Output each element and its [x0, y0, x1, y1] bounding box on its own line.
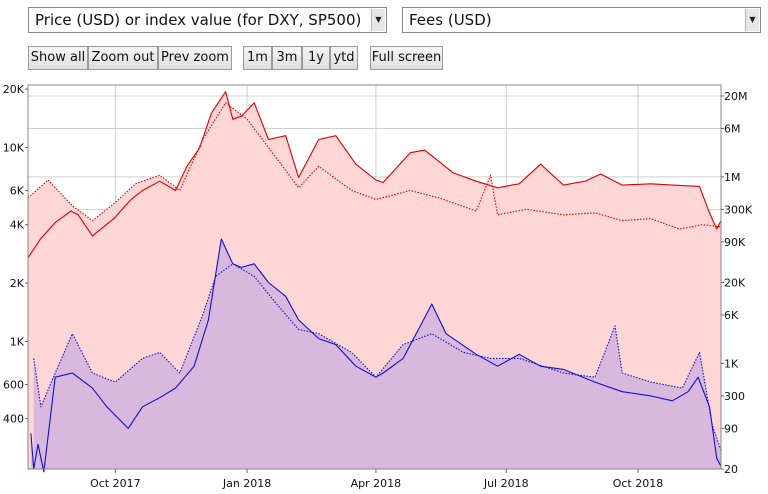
x-axis-tick-label: Oct 2017 — [90, 477, 141, 490]
right-axis-tick-label: 1K — [724, 357, 739, 370]
right-axis-tick-label: 20 — [724, 463, 738, 476]
prev-zoom-button[interactable]: Prev zoom — [158, 46, 232, 70]
metric-select-right-value: Fees (USD) — [409, 11, 492, 29]
series-line-fees-a — [30, 238, 722, 473]
left-axis-tick-label: 4K — [10, 219, 25, 232]
full-screen-button[interactable]: Full screen — [370, 46, 443, 70]
left-axis-tick-label: 2K — [10, 277, 25, 290]
right-axis-tick-label: 6K — [724, 309, 739, 322]
range-1y-button[interactable]: 1y — [302, 46, 330, 70]
left-axis-tick-label: 10K — [3, 141, 25, 154]
zoom-out-button[interactable]: Zoom out — [88, 46, 158, 70]
x-axis-tick-label: Jul 2018 — [483, 477, 529, 490]
metric-select-left-value: Price (USD) or index value (for DXY, SP5… — [35, 11, 362, 29]
range-1m-button[interactable]: 1m — [243, 46, 272, 70]
range-3m-button[interactable]: 3m — [272, 46, 302, 70]
right-axis-tick-label: 20K — [724, 276, 746, 289]
right-axis-tick-label: 20M — [724, 90, 748, 103]
left-axis-tick-label: 600 — [3, 378, 24, 391]
plot-border — [27, 84, 722, 470]
chevron-down-icon: ▼ — [745, 9, 759, 31]
right-axis-tick-label: 300 — [724, 390, 745, 403]
series-line-fees-b — [33, 263, 722, 451]
series-line-price-a — [27, 91, 722, 259]
left-axis-tick-label: 400 — [3, 413, 24, 426]
right-axis-tick-label: 6M — [724, 122, 741, 135]
left-axis-tick-label: 6K — [10, 185, 25, 198]
metric-select-right[interactable]: Fees (USD) ▼ — [402, 7, 761, 33]
fees-area-fill — [30, 239, 721, 472]
left-axis-tick-label: 1K — [10, 335, 25, 348]
x-axis-tick-label: Oct 2018 — [613, 477, 664, 490]
right-axis-tick-label: 90 — [724, 422, 738, 435]
right-axis-tick-label: 1M — [724, 171, 741, 184]
range-ytd-button[interactable]: ytd — [330, 46, 358, 70]
right-axis-tick-label: 300K — [724, 203, 753, 216]
right-axis-tick-label: 90K — [724, 236, 746, 249]
x-axis-tick-label: Jan 2018 — [222, 477, 271, 490]
metric-select-left[interactable]: Price (USD) or index value (for DXY, SP5… — [28, 7, 387, 33]
series-line-price-b — [27, 102, 722, 230]
chevron-down-icon: ▼ — [371, 9, 385, 31]
left-axis-tick-label: 20K — [3, 83, 25, 96]
x-axis-tick-label: Apr 2018 — [351, 477, 402, 490]
show-all-button[interactable]: Show all — [28, 46, 88, 70]
